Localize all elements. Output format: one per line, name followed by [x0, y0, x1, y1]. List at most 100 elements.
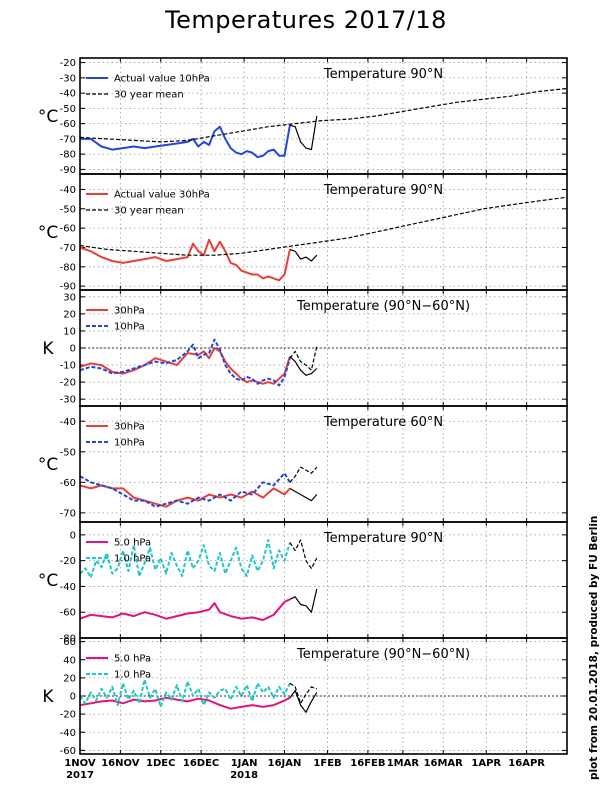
- panel-title: Temperature (90°N−60°N): [296, 299, 470, 314]
- x-tick-label: 1NOV: [64, 758, 96, 769]
- panel-title: Temperature 90°N: [323, 183, 443, 198]
- x-tick-year-label: 2017: [66, 770, 94, 781]
- x-tick-label: 1APR: [471, 758, 501, 769]
- x-tick-label: 16FEB: [350, 758, 385, 769]
- legend-label: 1.0 hPa: [114, 670, 151, 681]
- x-tick-label: 16JAN: [268, 758, 302, 769]
- y-tick-label: -70: [60, 508, 76, 519]
- y-tick-label: -60: [60, 608, 76, 619]
- legend-label: 30 year mean: [114, 90, 184, 101]
- y-tick-label: -10: [60, 361, 76, 372]
- y-tick-label: -90: [60, 282, 76, 293]
- y-tick-label: 40: [63, 655, 76, 666]
- y-axis-unit: K: [42, 687, 54, 707]
- y-tick-label: -40: [60, 728, 76, 739]
- series-line-30-year-mean: [79, 196, 568, 256]
- series-line-1-0-hpa: [79, 678, 291, 708]
- y-tick-label: -60: [60, 119, 76, 130]
- y-tick-label: -80: [60, 634, 76, 645]
- y-tick-label: -90: [60, 165, 76, 176]
- series-line-10hpa: [79, 338, 291, 387]
- series-line-30-year-mean: [79, 87, 568, 143]
- legend-label: 5.0 hPa: [114, 538, 151, 549]
- y-axis-unit: °C: [38, 107, 58, 127]
- y-tick-label: 0: [70, 692, 76, 703]
- series-line-black-2: [289, 346, 318, 371]
- y-tick-label: -30: [60, 395, 76, 406]
- y-tick-label: -20: [60, 710, 76, 721]
- series-line-30hpa: [79, 347, 291, 385]
- x-tick-label: 1MAR: [387, 758, 420, 769]
- legend-label: 1.0 hPa: [114, 554, 151, 565]
- legend-label: 10hPa: [114, 438, 145, 449]
- y-axis-unit: °C: [38, 571, 58, 591]
- y-tick-label: -70: [60, 134, 76, 145]
- y-tick-label: -50: [60, 104, 76, 115]
- series-line-5-0-hpa: [79, 696, 291, 710]
- series-line-black-3: [289, 356, 318, 376]
- y-tick-label: -30: [60, 73, 76, 84]
- x-tick-label: 1FEB: [313, 758, 341, 769]
- y-tick-label: -20: [60, 556, 76, 567]
- y-tick-label: -50: [60, 447, 76, 458]
- series-line-black-3: [289, 689, 318, 713]
- panel-frame: [79, 637, 568, 755]
- y-tick-label: -80: [60, 262, 76, 273]
- series-line-black-3: [289, 588, 318, 613]
- series-line-5-0-hpa: [79, 598, 291, 621]
- x-tick-label: 16APR: [508, 758, 545, 769]
- y-tick-label: -50: [60, 204, 76, 215]
- series-line-black-2: [289, 539, 318, 570]
- series-line-black-2: [289, 466, 318, 483]
- y-tick-label: -60: [60, 478, 76, 489]
- y-tick-label: -40: [60, 417, 76, 428]
- legend-label: 30 year mean: [114, 206, 184, 217]
- panel-title: Temperature 90°N: [323, 67, 443, 82]
- series-line-black-3: [289, 487, 318, 502]
- y-axis-unit: °C: [38, 223, 58, 243]
- y-tick-label: -60: [60, 224, 76, 235]
- y-tick-label: 30: [63, 292, 76, 303]
- legend-label: 5.0 hPa: [114, 654, 151, 665]
- panel-title: Temperature 90°N: [323, 531, 443, 546]
- panel-title: Temperature (90°N−60°N): [296, 647, 470, 662]
- y-tick-label: -20: [60, 58, 76, 69]
- x-tick-label: 1DEC: [146, 758, 175, 769]
- y-tick-label: -70: [60, 243, 76, 254]
- legend-label: 10hPa: [114, 322, 145, 333]
- series-line-black-1: [289, 115, 318, 151]
- y-tick-label: 20: [63, 309, 76, 320]
- x-tick-label: 16MAR: [424, 758, 464, 769]
- series-line-10hpa: [79, 472, 291, 508]
- series-line-30hpa: [79, 484, 291, 508]
- legend-label: 30hPa: [114, 306, 145, 317]
- series-line-black-1: [289, 248, 318, 262]
- x-tick-label: 16DEC: [183, 758, 219, 769]
- y-tick-label: -40: [60, 89, 76, 100]
- series-line-1-0-hpa: [79, 539, 291, 579]
- y-tick-label: 20: [63, 673, 76, 684]
- legend-label: Actual value 10hPa: [114, 74, 210, 85]
- y-tick-label: -80: [60, 150, 76, 161]
- legend-label: Actual value 30hPa: [114, 190, 210, 201]
- series-line-actual-value-30hpa: [79, 238, 291, 282]
- y-axis-unit: °C: [38, 455, 58, 475]
- x-tick-label: 16NOV: [101, 758, 140, 769]
- y-tick-label: 10: [63, 326, 76, 337]
- y-tick-label: -60: [60, 746, 76, 757]
- x-tick-label: 1JAN: [231, 758, 258, 769]
- series-line-black-2: [289, 682, 317, 704]
- panel-title: Temperature 60°N: [323, 415, 443, 430]
- y-tick-label: -40: [60, 185, 76, 196]
- y-tick-label: -20: [60, 378, 76, 389]
- y-tick-label: 0: [70, 530, 76, 541]
- page-title: Temperatures 2017/18: [165, 6, 447, 34]
- y-tick-label: 60: [63, 637, 76, 648]
- y-axis-unit: K: [42, 339, 54, 359]
- y-tick-label: 0: [70, 344, 76, 355]
- y-tick-label: -40: [60, 582, 76, 593]
- legend-label: 30hPa: [114, 422, 145, 433]
- x-tick-year-label: 2018: [230, 770, 258, 781]
- series-line-actual-value-10hpa: [80, 125, 291, 159]
